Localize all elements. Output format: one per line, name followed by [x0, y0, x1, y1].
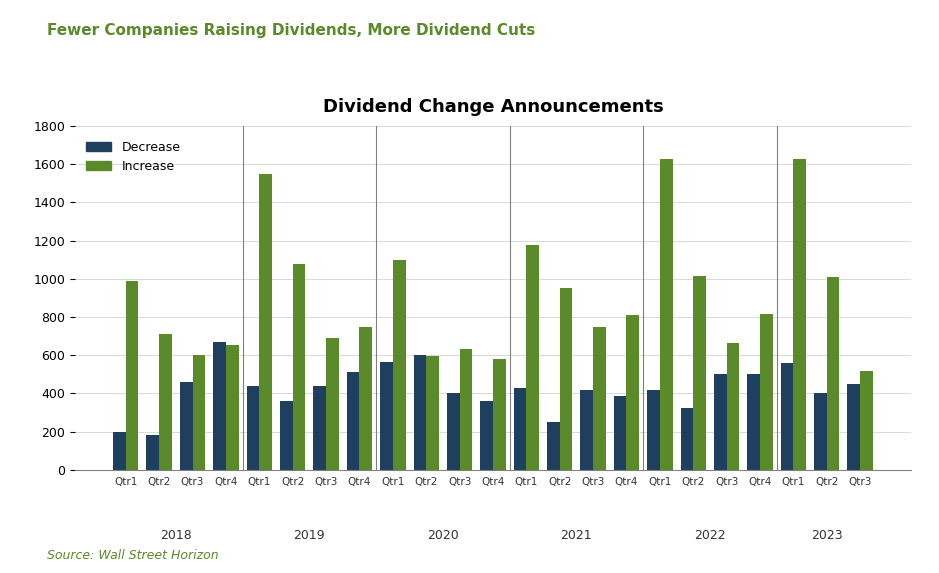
- Bar: [693, 276, 706, 470]
- Bar: [413, 355, 426, 470]
- Bar: [360, 327, 372, 470]
- Bar: [514, 388, 527, 470]
- Bar: [714, 374, 727, 470]
- Bar: [326, 338, 339, 470]
- Bar: [614, 397, 626, 470]
- Bar: [527, 245, 539, 470]
- Legend: Decrease, Increase: Decrease, Increase: [82, 136, 185, 178]
- Bar: [860, 371, 873, 470]
- Bar: [480, 401, 493, 470]
- Bar: [160, 334, 172, 470]
- Bar: [380, 362, 393, 470]
- Bar: [826, 277, 839, 470]
- Bar: [760, 314, 773, 470]
- Bar: [146, 434, 160, 470]
- Bar: [113, 431, 126, 470]
- Bar: [293, 264, 305, 470]
- Bar: [280, 401, 293, 470]
- Bar: [660, 159, 672, 470]
- Bar: [780, 363, 793, 470]
- Bar: [226, 345, 239, 470]
- Bar: [126, 281, 138, 470]
- Title: Dividend Change Announcements: Dividend Change Announcements: [323, 98, 663, 116]
- Text: 2022: 2022: [694, 529, 726, 542]
- Bar: [647, 390, 660, 470]
- Bar: [626, 315, 639, 470]
- Bar: [814, 394, 826, 470]
- Text: 2018: 2018: [160, 529, 192, 542]
- Bar: [848, 384, 860, 470]
- Bar: [393, 260, 406, 470]
- Text: Fewer Companies Raising Dividends, More Dividend Cuts: Fewer Companies Raising Dividends, More …: [47, 23, 535, 38]
- Bar: [346, 372, 360, 470]
- Bar: [180, 382, 192, 470]
- Text: 2020: 2020: [427, 529, 459, 542]
- Bar: [593, 327, 606, 470]
- Bar: [459, 348, 472, 470]
- Bar: [493, 359, 506, 470]
- Bar: [793, 159, 806, 470]
- Bar: [560, 288, 573, 470]
- Bar: [259, 174, 272, 470]
- Bar: [447, 394, 459, 470]
- Bar: [192, 355, 206, 470]
- Bar: [747, 374, 760, 470]
- Bar: [727, 343, 739, 470]
- Bar: [681, 408, 693, 470]
- Text: 2021: 2021: [561, 529, 593, 542]
- Text: 2023: 2023: [811, 529, 842, 542]
- Text: Source: Wall Street Horizon: Source: Wall Street Horizon: [47, 548, 219, 562]
- Bar: [314, 386, 326, 470]
- Bar: [547, 422, 560, 470]
- Bar: [213, 342, 226, 470]
- Bar: [580, 390, 593, 470]
- Bar: [247, 386, 259, 470]
- Text: 2019: 2019: [294, 529, 325, 542]
- Bar: [426, 356, 439, 470]
